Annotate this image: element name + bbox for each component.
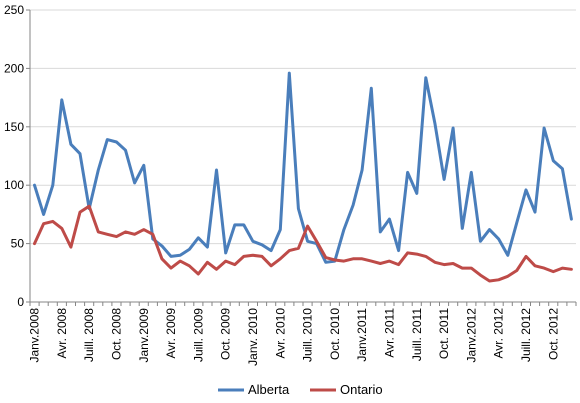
x-tick-label: Janv.2009 [137, 308, 151, 363]
x-tick-label: Janv.2012 [464, 308, 478, 363]
x-tick-label: Oct. 2012 [546, 308, 560, 360]
y-tick-label: 200 [4, 61, 24, 75]
gridlines [30, 9, 576, 245]
y-tick-label: 150 [4, 120, 24, 134]
legend-label-alberta: Alberta [248, 382, 290, 397]
axes [26, 9, 577, 306]
x-tick-label: Juill. 2011 [410, 308, 424, 361]
x-axis-tick-labels: Janv.2008 Avr. 2008 Juill. 2008 Oct. 2008 Ja… [28, 308, 561, 366]
y-axis-tick-labels: 0 50 100 150 200 250 [4, 3, 24, 309]
legend-label-ontario: Ontario [340, 382, 383, 397]
y-tick-label: 50 [11, 237, 25, 251]
x-tick-label: Oct. 2009 [219, 308, 233, 360]
x-tick-label: Oct. 2011 [437, 308, 451, 359]
x-tick-label: Janv.2011 [355, 308, 369, 362]
x-tick-label: Avr. 2010 [273, 308, 287, 359]
y-tick-label: 0 [17, 295, 24, 309]
x-tick-label: Avr. 2012 [492, 308, 506, 359]
y-tick-label: 250 [4, 3, 24, 17]
series-lines [33, 71, 573, 283]
x-tick-label: Juill. 2008 [82, 308, 96, 362]
x-tick-label: Oct. 2008 [109, 308, 123, 360]
x-tick-label: Juill. 2010 [301, 308, 315, 362]
x-tick-label: Oct. 2010 [328, 308, 342, 360]
legend: Alberta Ontario [218, 382, 383, 397]
series-line-alberta [33, 71, 573, 264]
x-tick-label: Avr. 2009 [164, 308, 178, 359]
x-tick-label: Avr. 2011 [382, 308, 396, 358]
x-tick-label: Janv. 2010 [246, 308, 260, 366]
x-tick-label: Juill. 2009 [191, 308, 205, 362]
series-line-ontario [33, 204, 573, 283]
x-tick-label: Juill. 2012 [519, 308, 533, 362]
x-tick-label: Avr. 2008 [55, 308, 69, 359]
x-tick-label: Janv.2008 [28, 308, 42, 363]
y-tick-label: 100 [4, 178, 24, 192]
